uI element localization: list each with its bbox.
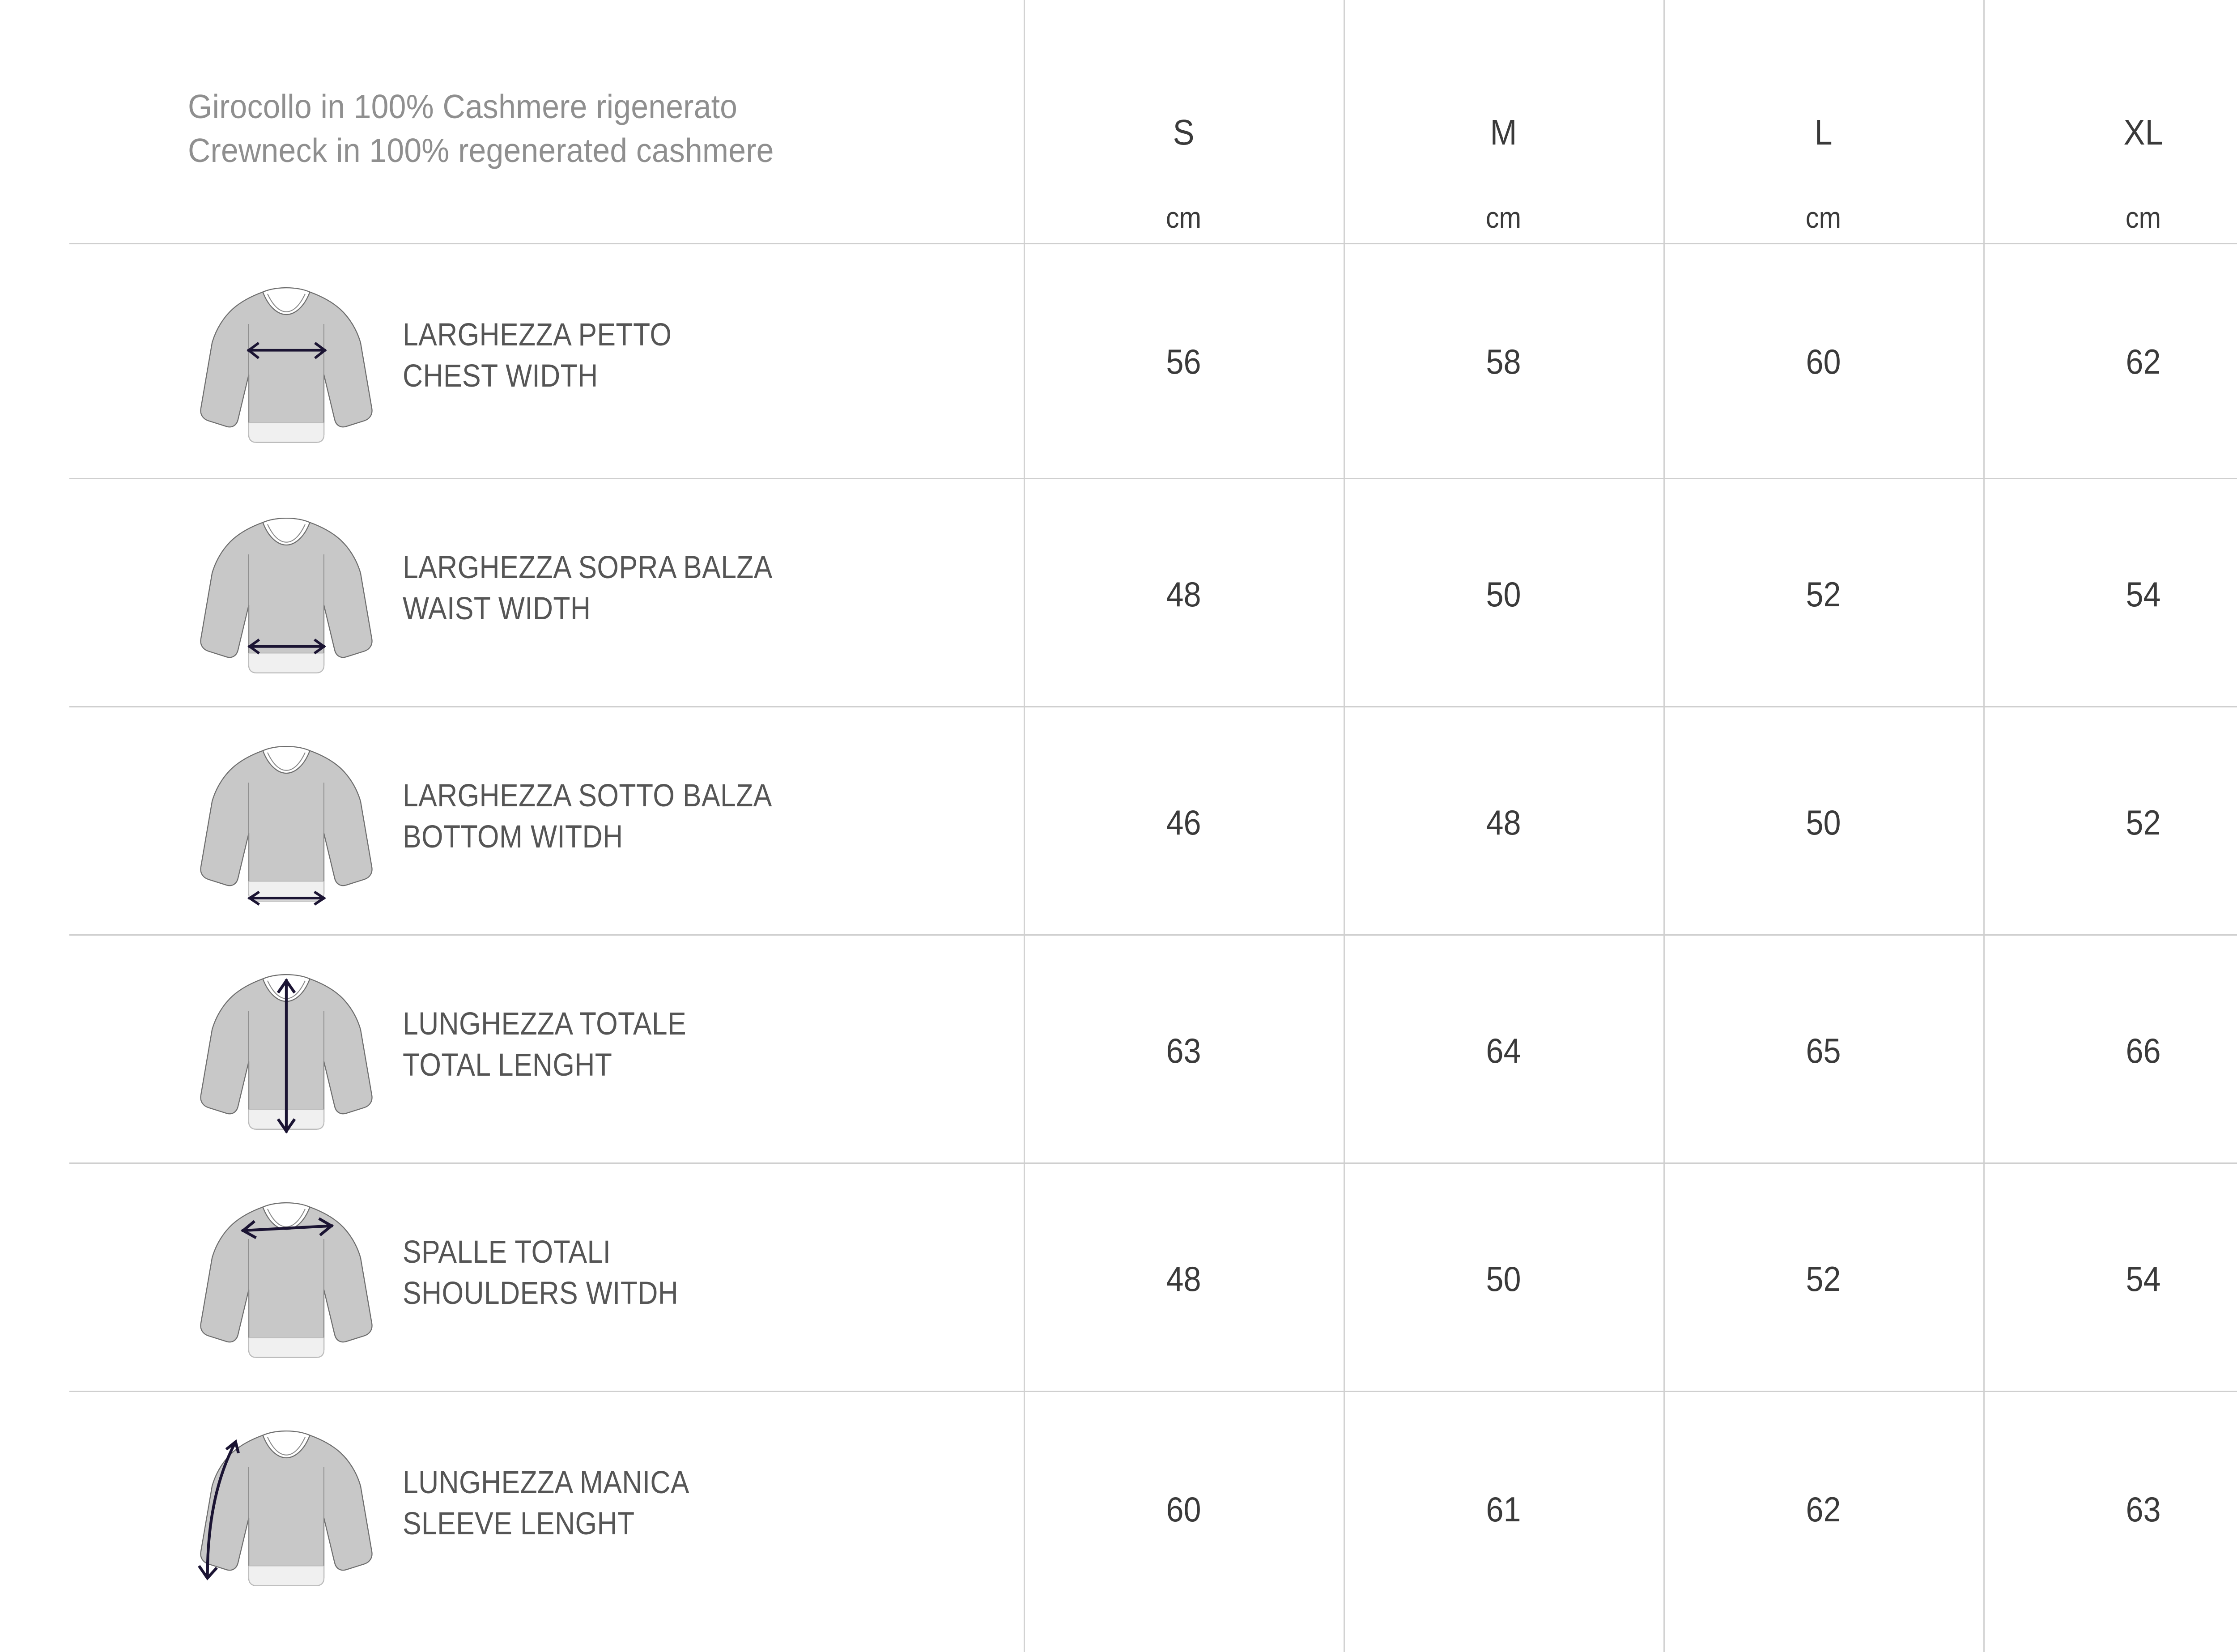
row-label-english: WAIST WIDTH bbox=[403, 591, 591, 627]
sweater-waist-width-icon bbox=[179, 498, 394, 686]
size-unit-l: cm bbox=[1805, 201, 1841, 234]
size-header-s: S bbox=[1173, 112, 1195, 152]
cell-value: 48 bbox=[1486, 803, 1521, 842]
column-divider-1 bbox=[1024, 0, 1025, 1652]
column-divider-4 bbox=[1983, 0, 1985, 1652]
row-label: LARGHEZZA SOTTO BALZA BOTTOM WITDH bbox=[403, 775, 954, 858]
cell-value: 65 bbox=[1806, 1031, 1841, 1070]
row-rule-3 bbox=[69, 934, 2237, 936]
cell-value: 60 bbox=[1806, 342, 1841, 381]
header-rule bbox=[69, 243, 2237, 244]
cell-value: 63 bbox=[2126, 1490, 2161, 1529]
row-label: SPALLE TOTALI SHOULDERS WITDH bbox=[403, 1232, 954, 1315]
row-label: LUNGHEZZA MANICA SLEEVE LENGHT bbox=[403, 1462, 954, 1545]
table-row: LUNGHEZZA TOTALE TOTAL LENGHT 63 64 65 6… bbox=[0, 934, 2237, 1162]
row-rule-2 bbox=[69, 706, 2237, 707]
row-label-english: SHOULDERS WITDH bbox=[403, 1276, 679, 1311]
cell-value: 62 bbox=[2126, 342, 2161, 381]
size-unit-s: cm bbox=[1165, 201, 1202, 234]
row-label-english: SLEEVE LENGHT bbox=[403, 1506, 635, 1542]
cell-value: 61 bbox=[1486, 1490, 1521, 1529]
cell-value: 50 bbox=[1486, 1259, 1521, 1299]
cell-value: 46 bbox=[1166, 803, 1201, 842]
row-label: LUNGHEZZA TOTALE TOTAL LENGHT bbox=[403, 1004, 954, 1086]
cell-value: 66 bbox=[2126, 1031, 2161, 1070]
sweater-sleeve-length-icon bbox=[179, 1411, 394, 1599]
cell-value: 54 bbox=[2126, 575, 2161, 614]
row-label-english: BOTTOM WITDH bbox=[403, 819, 623, 855]
cell-value: 50 bbox=[1486, 575, 1521, 614]
row-label-italian: SPALLE TOTALI bbox=[403, 1235, 611, 1270]
cell-value: 54 bbox=[2126, 1259, 2161, 1299]
sweater-total-length-icon bbox=[179, 954, 394, 1142]
column-divider-3 bbox=[1663, 0, 1665, 1652]
row-label-english: TOTAL LENGHT bbox=[403, 1047, 612, 1083]
table-row: SPALLE TOTALI SHOULDERS WITDH 48 50 52 5… bbox=[0, 1162, 2237, 1391]
cell-value: 52 bbox=[1806, 575, 1841, 614]
cell-value: 48 bbox=[1166, 575, 1201, 614]
cell-value: 58 bbox=[1486, 342, 1521, 381]
table-row: LARGHEZZA PETTO CHEST WIDTH 56 58 60 62 bbox=[0, 243, 2237, 478]
chart-title-english: Crewneck in 100% regenerated cashmere bbox=[188, 131, 774, 169]
sweater-bottom-width-icon bbox=[179, 726, 394, 914]
row-rule-1 bbox=[69, 478, 2237, 479]
cell-value: 64 bbox=[1486, 1031, 1521, 1070]
row-rule-5 bbox=[69, 1391, 2237, 1392]
cell-value: 56 bbox=[1166, 342, 1201, 381]
cell-value: 50 bbox=[1806, 803, 1841, 842]
size-unit-xl: cm bbox=[2125, 201, 2161, 234]
size-header-m: M bbox=[1490, 112, 1517, 152]
row-label-english: CHEST WIDTH bbox=[403, 358, 598, 394]
table-row: LUNGHEZZA MANICA SLEEVE LENGHT 60 61 62 … bbox=[0, 1391, 2237, 1652]
sweater-chest-width-icon bbox=[179, 268, 394, 456]
cell-value: 60 bbox=[1166, 1490, 1201, 1529]
cell-value: 52 bbox=[2126, 803, 2161, 842]
row-label: LARGHEZZA SOPRA BALZA WAIST WIDTH bbox=[403, 547, 954, 630]
cell-value: 52 bbox=[1806, 1259, 1841, 1299]
chart-title-italian: Girocollo in 100% Cashmere rigenerato bbox=[188, 88, 738, 125]
cell-value: 48 bbox=[1166, 1259, 1201, 1299]
table-row: LARGHEZZA SOPRA BALZA WAIST WIDTH 48 50 … bbox=[0, 478, 2237, 706]
row-label: LARGHEZZA PETTO CHEST WIDTH bbox=[403, 315, 954, 397]
column-divider-2 bbox=[1344, 0, 1345, 1652]
row-label-italian: LUNGHEZZA MANICA bbox=[403, 1465, 689, 1500]
chart-title: Girocollo in 100% Cashmere rigenerato Cr… bbox=[188, 85, 975, 172]
row-label-italian: LARGHEZZA PETTO bbox=[403, 317, 672, 353]
sweater-shoulders-width-icon bbox=[179, 1183, 394, 1371]
row-label-italian: LARGHEZZA SOTTO BALZA bbox=[403, 778, 772, 813]
cell-value: 63 bbox=[1166, 1031, 1201, 1070]
row-label-italian: LARGHEZZA SOPRA BALZA bbox=[403, 550, 773, 585]
size-header-l: L bbox=[1814, 112, 1833, 152]
row-label-italian: LUNGHEZZA TOTALE bbox=[403, 1006, 687, 1042]
size-header-xl: XL bbox=[2123, 112, 2163, 152]
row-rule-4 bbox=[69, 1162, 2237, 1164]
cell-value: 62 bbox=[1806, 1490, 1841, 1529]
table-row: LARGHEZZA SOTTO BALZA BOTTOM WITDH 46 48… bbox=[0, 706, 2237, 934]
size-unit-m: cm bbox=[1485, 201, 1522, 234]
